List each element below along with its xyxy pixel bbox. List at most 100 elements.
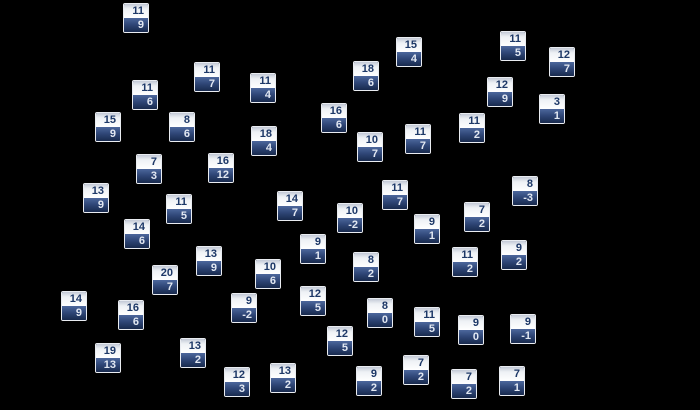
badge-bottom-value: 4 (251, 88, 275, 102)
stat-badge[interactable]: 11 5 (414, 307, 440, 337)
badge-top-value: 14 (62, 292, 86, 306)
badge-top-value: 9 (511, 315, 535, 329)
stat-badge[interactable]: 11 6 (132, 80, 158, 110)
badge-top-value: 12 (488, 78, 512, 92)
badge-top-value: 13 (181, 339, 205, 353)
badge-top-value: 11 (195, 63, 219, 77)
badge-bottom-value: 4 (252, 141, 276, 155)
stat-badge[interactable]: 10 -2 (337, 203, 363, 233)
badge-top-value: 11 (415, 308, 439, 322)
stat-badge[interactable]: 12 5 (300, 286, 326, 316)
stat-badge[interactable]: 12 7 (549, 47, 575, 77)
stat-badge[interactable]: 11 2 (459, 113, 485, 143)
badge-top-value: 11 (251, 74, 275, 88)
stat-badge[interactable]: 10 6 (255, 259, 281, 289)
stat-badge[interactable]: 8 -3 (512, 176, 538, 206)
stat-badge[interactable]: 11 5 (500, 31, 526, 61)
badge-top-value: 14 (125, 220, 149, 234)
badge-top-value: 12 (550, 48, 574, 62)
badge-top-value: 16 (119, 301, 143, 315)
stat-badge[interactable]: 10 7 (357, 132, 383, 162)
badge-top-value: 12 (328, 327, 352, 341)
badge-top-value: 16 (322, 104, 346, 118)
badge-top-value: 9 (415, 215, 439, 229)
badge-bottom-value: 6 (125, 234, 149, 248)
stat-badge[interactable]: 11 5 (166, 194, 192, 224)
badge-top-value: 8 (368, 299, 392, 313)
stat-badge[interactable]: 11 4 (250, 73, 276, 103)
stat-badge[interactable]: 11 7 (405, 124, 431, 154)
badge-top-value: 15 (397, 38, 421, 52)
stat-badge[interactable]: 9 -1 (510, 314, 536, 344)
stat-badge[interactable]: 16 6 (118, 300, 144, 330)
badge-bottom-value: 2 (465, 217, 489, 231)
stat-badge[interactable]: 13 9 (83, 183, 109, 213)
badge-bottom-value: 7 (406, 139, 430, 153)
badge-bottom-value: 9 (197, 261, 221, 275)
stat-badge[interactable]: 19 13 (95, 343, 121, 373)
badge-bottom-value: 6 (170, 127, 194, 141)
stat-badge[interactable]: 18 6 (353, 61, 379, 91)
stat-badge[interactable]: 14 7 (277, 191, 303, 221)
stat-badge[interactable]: 14 6 (124, 219, 150, 249)
badge-top-value: 14 (278, 192, 302, 206)
badge-top-value: 18 (252, 127, 276, 141)
stat-badge[interactable]: 16 6 (321, 103, 347, 133)
badge-top-value: 11 (406, 125, 430, 139)
stat-badge[interactable]: 11 2 (452, 247, 478, 277)
badge-bottom-value: 2 (460, 128, 484, 142)
badge-bottom-value: 9 (96, 127, 120, 141)
badge-top-value: 16 (209, 154, 233, 168)
badge-bottom-value: 7 (383, 195, 407, 209)
badge-top-value: 9 (301, 235, 325, 249)
badge-bottom-value: 2 (354, 267, 378, 281)
badge-top-value: 9 (502, 241, 526, 255)
stat-badge[interactable]: 14 9 (61, 291, 87, 321)
badge-bottom-value: 2 (181, 353, 205, 367)
badge-bottom-value: 5 (501, 46, 525, 60)
stat-badge[interactable]: 20 7 (152, 265, 178, 295)
badge-top-value: 8 (513, 177, 537, 191)
stat-badge[interactable]: 12 3 (224, 367, 250, 397)
badge-bottom-value: 13 (96, 358, 120, 372)
badge-bottom-value: 6 (133, 95, 157, 109)
stat-badge[interactable]: 15 9 (95, 112, 121, 142)
stat-badge[interactable]: 11 7 (194, 62, 220, 92)
stat-badge[interactable]: 12 9 (487, 77, 513, 107)
badge-top-value: 20 (153, 266, 177, 280)
badge-top-value: 8 (354, 253, 378, 267)
badge-bottom-value: 5 (415, 322, 439, 336)
stat-badge[interactable]: 11 7 (382, 180, 408, 210)
badge-top-value: 12 (301, 287, 325, 301)
stat-badge[interactable]: 12 5 (327, 326, 353, 356)
badge-top-value: 8 (170, 113, 194, 127)
stat-badge[interactable]: 11 9 (123, 3, 149, 33)
stat-badge[interactable]: 16 12 (208, 153, 234, 183)
badge-top-value: 11 (460, 114, 484, 128)
stat-badge[interactable]: 13 2 (270, 363, 296, 393)
badge-bottom-value: -1 (511, 329, 535, 343)
stat-badge[interactable]: 18 4 (251, 126, 277, 156)
stat-badge[interactable]: 15 4 (396, 37, 422, 67)
stat-badge[interactable]: 9 -2 (231, 293, 257, 323)
badge-bottom-value: 1 (500, 381, 524, 395)
badge-bottom-value: 5 (167, 209, 191, 223)
stat-badge[interactable]: 13 9 (196, 246, 222, 276)
badge-bottom-value: 9 (124, 18, 148, 32)
stat-badge[interactable]: 13 2 (180, 338, 206, 368)
badge-bottom-value: 2 (404, 370, 428, 384)
